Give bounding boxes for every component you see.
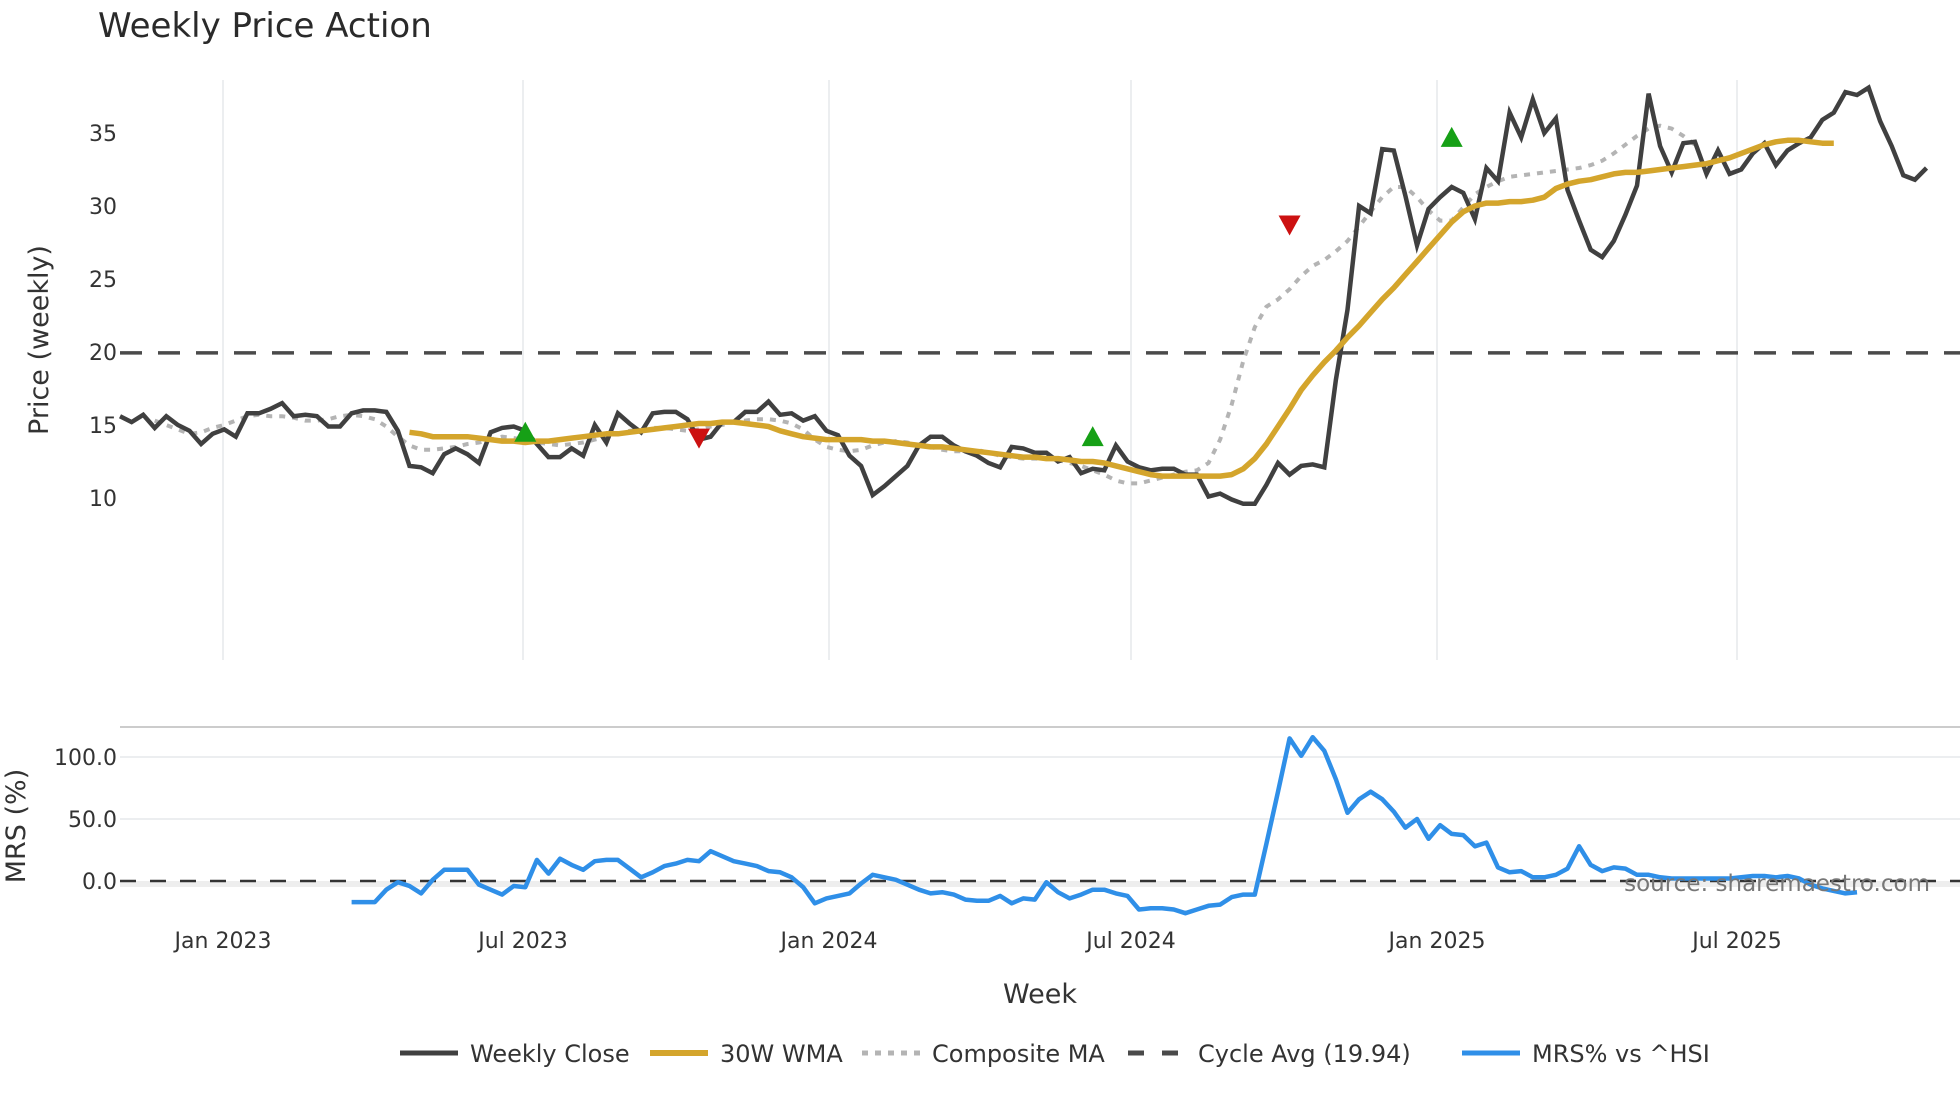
legend-label-mrs: MRS% vs ^HSI	[1532, 1040, 1710, 1068]
legend-label-wma: 30W WMA	[720, 1040, 843, 1068]
weekly-close-line	[118, 84, 1929, 507]
x-tick: Jul 2023	[476, 929, 568, 954]
price-grid	[222, 80, 1738, 660]
legend-label-composite: Composite MA	[932, 1040, 1105, 1068]
wma-line	[409, 137, 1834, 479]
x-tick: Jul 2024	[1084, 929, 1176, 954]
buy-signal-triangle-icon	[514, 421, 537, 442]
mrs-grid	[120, 756, 1960, 820]
mrs-y-tick: 50.0	[68, 808, 117, 833]
legend-label-cycle: Cycle Avg (19.94)	[1198, 1040, 1411, 1068]
chart-title: Weekly Price Action	[98, 6, 432, 46]
sell-signal-triangle-icon	[1278, 215, 1301, 236]
price-y-tick: 20	[89, 341, 117, 366]
sell-signal-triangle-icon	[688, 428, 710, 449]
buy-signal-triangle-icon	[1440, 126, 1463, 147]
price-y-tick: 10	[89, 487, 117, 512]
mrs-y-axis-label: MRS (%)	[1, 769, 32, 884]
x-tick: Jan 2024	[779, 929, 878, 954]
source-watermark: source: sharemaestro.com	[1624, 871, 1930, 897]
x-tick: Jan 2025	[1387, 929, 1486, 954]
x-axis-label: Week	[1003, 979, 1077, 1010]
x-tick: Jan 2023	[173, 929, 272, 954]
legend: Weekly Close 30W WMA Composite MA Cycle Avg…	[400, 1040, 1710, 1068]
mrs-y-tick: 100.0	[54, 746, 117, 771]
mrs-plot	[120, 734, 1960, 916]
price-y-tick: 25	[89, 268, 117, 293]
price-y-axis-label: Price (weekly)	[24, 245, 55, 435]
price-plot	[118, 84, 1960, 507]
price-y-tick: 15	[89, 414, 117, 439]
legend-label-close: Weekly Close	[470, 1040, 630, 1068]
mrs-line	[351, 734, 1858, 916]
x-axis: Jan 2023 Jul 2023 Jan 2024 Jul 2024 Jan 2025…	[173, 929, 1782, 954]
price-y-tick: 35	[89, 122, 117, 147]
price-y-tick: 30	[89, 195, 117, 220]
mrs-y-tick: 0.0	[82, 870, 117, 895]
composite-ma-line	[153, 123, 1697, 486]
buy-signal-triangle-icon	[1081, 426, 1104, 447]
x-tick: Jul 2025	[1690, 929, 1782, 954]
mrs-y-axis: 0.0 50.0 100.0	[54, 746, 117, 895]
price-y-axis: 10 15 20 25 30 35	[89, 122, 117, 512]
